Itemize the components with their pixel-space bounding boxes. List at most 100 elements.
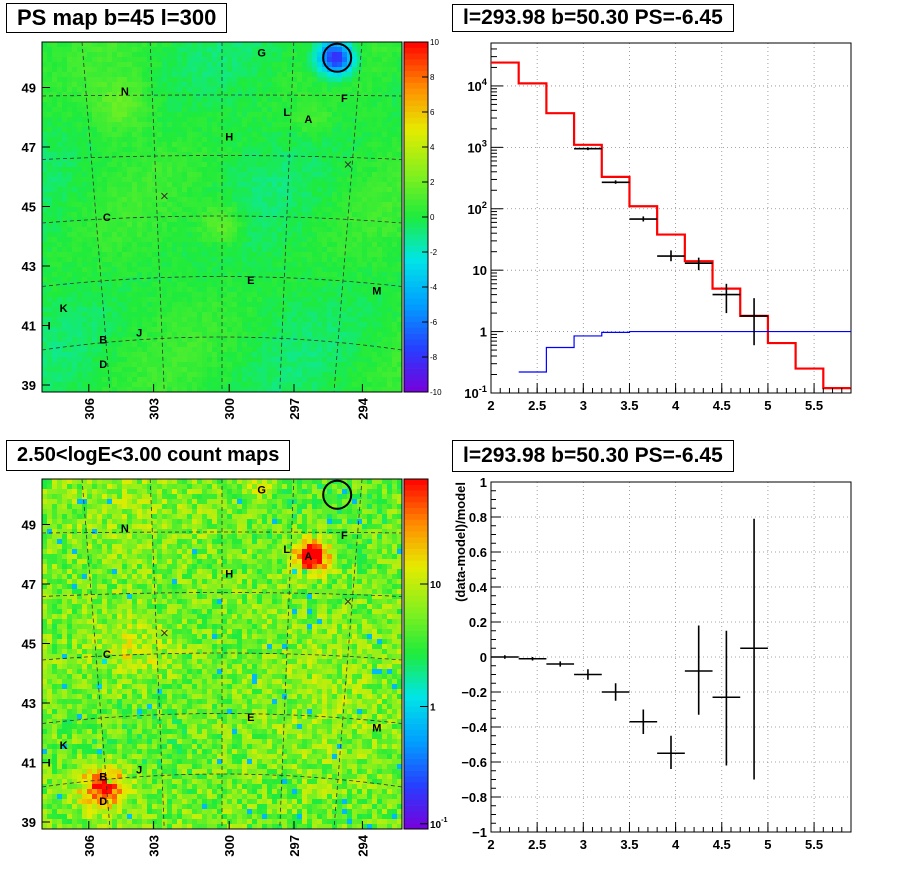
map2-title: 2.50<logE<3.00 count maps: [6, 440, 291, 471]
y-tick-label: 45: [22, 637, 36, 652]
colorbar-tick-label: 8: [430, 73, 435, 82]
source-cross: [344, 598, 352, 605]
source-label-D: D: [99, 359, 107, 371]
colorbar-frame: [403, 478, 429, 830]
model-line: [491, 61, 851, 390]
source-label-M: M: [372, 723, 381, 735]
map1-title: PS map b=45 l=300: [6, 3, 228, 33]
source-label-B: B: [99, 335, 107, 347]
y-tick-label: 39: [22, 815, 36, 830]
colorbar-tick-label: -6: [430, 318, 438, 327]
y-tick-label: −0.8: [461, 790, 487, 805]
source-label-K: K: [60, 303, 68, 315]
source-label-N: N: [121, 523, 129, 535]
x-tick-label: 5.5: [805, 398, 823, 413]
y-tick-label: −0.2: [461, 685, 487, 700]
x-tick-label: 3: [580, 398, 587, 413]
colorbar-tick-label: -2: [430, 248, 438, 257]
y-tick-label: 49: [22, 518, 36, 533]
source-label-A: A: [304, 551, 312, 563]
x-tick-label: 300: [222, 835, 237, 857]
x-tick-label: 306: [82, 398, 97, 420]
source-label-F: F: [341, 530, 348, 542]
y-tick-label: 10-1: [464, 384, 487, 401]
y-tick-label: 0.4: [469, 580, 488, 595]
grid: [490, 43, 851, 393]
ps-map-panel: G N L A F H C E M KI B J D 49 47 45 43 41 39 306 303 300 297 29…: [22, 38, 443, 420]
highlight-circle: [322, 479, 353, 510]
x-tick-label: 4: [672, 398, 680, 413]
y-tick-label: −0.6: [461, 755, 487, 770]
source-label-K: K: [60, 740, 68, 752]
x-tick-label: 2.5: [528, 398, 546, 413]
count-map-panel: G N L A F H C E M KI B J D 49 47 45 43 41 39 306 303 300 297 29…: [22, 478, 448, 857]
y-tick-label: 10: [473, 263, 487, 278]
y-tick-label: 1: [480, 475, 487, 490]
y-tick-label: 0.8: [469, 510, 487, 525]
source-label-I: I: [48, 321, 51, 333]
y-tick-label: 102: [467, 200, 487, 217]
colorbar: [404, 42, 428, 393]
source-label-M: M: [372, 286, 381, 298]
colorbar-tick-label: 1: [430, 703, 436, 714]
x-tick-label: 3: [580, 837, 587, 852]
y-tick-label: −0.4: [461, 720, 487, 735]
colorbar: [404, 479, 428, 830]
y-tick-label: 0.2: [469, 615, 487, 630]
x-tick-label: 294: [355, 834, 370, 856]
y-tick-label: 49: [22, 81, 36, 96]
map-graticule: [41, 41, 403, 393]
y-tick-label: 103: [467, 138, 487, 155]
x-tick-label: 4: [672, 837, 680, 852]
spectrum-panel: 2 2.5 3 3.5 4 4.5 5 5.5 10-1 1 10 102 103 104: [464, 42, 852, 413]
source-label-J: J: [136, 328, 142, 340]
source-label-G: G: [257, 485, 266, 497]
residual-title: l=293.98 b=50.30 PS=-6.45: [452, 440, 734, 472]
source-label-E: E: [247, 712, 254, 724]
source-label-D: D: [99, 796, 107, 808]
map-graticule: [41, 478, 403, 830]
x-tick-label: 2.5: [528, 837, 546, 852]
y-axis-label: (data-model)/model: [453, 482, 468, 602]
x-tick-label: 3.5: [620, 837, 638, 852]
y-tick-label: −1: [472, 825, 487, 840]
colorbar-tick-label: -4: [430, 283, 438, 292]
x-tick-label: 300: [222, 398, 237, 420]
spectrum-title: l=293.98 b=50.30 PS=-6.45: [452, 4, 734, 32]
source-label-C: C: [103, 212, 111, 224]
y-tick-label: 47: [22, 577, 36, 592]
colorbar-tick-label: 10: [430, 38, 439, 47]
x-tick-label: 5.5: [805, 837, 823, 852]
x-tick-label: 297: [287, 398, 302, 420]
x-tick-label: 3.5: [620, 398, 638, 413]
source-label-H: H: [225, 569, 233, 581]
grid: [491, 482, 851, 832]
x-tick-label: 5: [764, 398, 771, 413]
y-tick-label: 41: [22, 756, 36, 771]
y-tick-label: 41: [22, 319, 36, 334]
residual-panel: 2 2.5 3 3.5 4 4.5 5 5.5 1 0.8 0.6 0.4 0.2 0 −0.2 −0.4 −0…: [453, 475, 852, 852]
source-cross: [161, 192, 168, 200]
colorbar-tick-label: 0: [430, 213, 435, 222]
x-tick-label: 2: [487, 837, 494, 852]
source-label-G: G: [257, 48, 266, 60]
x-tick-label: 4.5: [713, 398, 731, 413]
colorbar-tick-label: -8: [430, 353, 438, 362]
source-label-C: C: [103, 649, 111, 661]
x-tick-label: 303: [147, 835, 162, 857]
source-label-B: B: [99, 772, 107, 784]
plot-frame: [490, 42, 852, 394]
colorbar-tick-label: 2: [430, 178, 435, 187]
source-label-J: J: [136, 765, 142, 777]
x-tick-label: 303: [147, 398, 162, 420]
highlight-circle: [322, 42, 353, 73]
x-tick-label: 4.5: [713, 837, 731, 852]
y-tick-label: 43: [22, 259, 36, 274]
x-tick-label: 306: [82, 835, 97, 857]
background-line: [518, 330, 851, 373]
source-label-I: I: [48, 758, 51, 770]
y-tick-label: 45: [22, 200, 36, 215]
source-label-E: E: [247, 275, 254, 287]
y-tick-label: 47: [22, 140, 36, 155]
colorbar-tick-label: 10-1: [430, 815, 448, 831]
